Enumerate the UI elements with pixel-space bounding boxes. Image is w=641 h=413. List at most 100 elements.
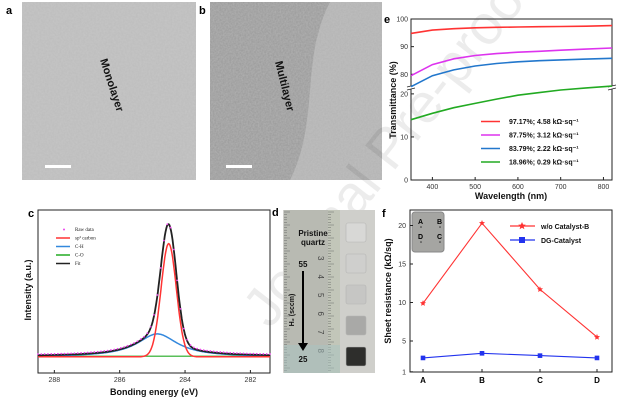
raw-data-point	[186, 338, 189, 341]
raw-data-point	[139, 338, 142, 341]
raw-data-point	[163, 239, 165, 242]
raw-data-point	[226, 351, 228, 354]
raw-data-point	[129, 343, 132, 346]
x-tick-label: 400	[427, 184, 439, 191]
panel-f: f Sheet resistance (kΩ/sq) A B C D15101520A…	[382, 208, 613, 385]
panel-e: e Transmittance (%) Wavelength (nm) 400 5…	[384, 14, 617, 201]
ruler-number: 7	[316, 330, 325, 335]
raw-data-point	[143, 335, 145, 338]
y-tick-label: 1	[402, 369, 406, 376]
square-marker	[537, 353, 543, 358]
h2-axis-label: H₂ (sccm)	[289, 294, 296, 327]
fit-curve	[38, 223, 270, 357]
inset-label: D	[418, 234, 423, 241]
h2-bottom-value: 25	[299, 355, 308, 364]
legend-label: sp² carbon	[75, 236, 96, 242]
panel-d: d 345678 Pristine quartz 55 25 H₂ (sccm)	[272, 207, 375, 373]
raw-data-point	[149, 325, 152, 328]
raw-data-point	[83, 351, 86, 354]
y-tick-label: 20	[398, 223, 406, 230]
raw-data-point	[113, 348, 116, 351]
y-tick-label: 15	[398, 262, 406, 269]
ruler-number: 5	[316, 293, 325, 298]
raw-data-point	[76, 352, 79, 354]
x-tick-label: C	[537, 376, 543, 385]
square-marker	[479, 351, 485, 356]
raw-data-point	[47, 353, 49, 355]
panel-label-b: b	[199, 5, 206, 17]
ruler-number: 3	[316, 256, 325, 261]
raw-data-point	[212, 350, 215, 353]
ruler-tint	[284, 345, 340, 373]
raw-data-point	[206, 349, 208, 352]
quartz-sample	[345, 284, 367, 305]
raw-data-point	[43, 353, 46, 355]
quartz-sample	[345, 315, 367, 336]
raw-data-point	[265, 353, 268, 355]
x-tick-label: 282	[245, 377, 257, 384]
scale-bar	[226, 165, 252, 168]
x-tick-label: 700	[555, 184, 567, 191]
x-tick-label: A	[420, 376, 426, 385]
raw-data-point	[229, 351, 232, 354]
raw-data-point	[242, 352, 245, 355]
legend-label: 97.17%; 4.58 kΩ·sq⁻¹	[509, 119, 579, 126]
inset-point	[439, 241, 441, 243]
raw-data-point	[110, 349, 112, 351]
axis-break	[609, 86, 615, 89]
scale-bar	[45, 165, 71, 168]
raw-data-point	[259, 352, 261, 355]
vacuum-region	[290, 2, 382, 180]
y-tick-label: 90	[400, 44, 408, 51]
sample-inset	[411, 211, 445, 253]
plot-frame	[410, 18, 613, 181]
raw-data-point	[239, 352, 242, 355]
tem-texture	[22, 2, 196, 180]
raw-data-point	[202, 349, 205, 351]
x-tick-label: B	[479, 376, 485, 385]
raw-data-point	[192, 346, 195, 349]
raw-data-point	[189, 344, 192, 346]
ruler-number: 6	[316, 312, 325, 317]
x-tick-label: 600	[512, 184, 524, 191]
raw-data-point	[179, 307, 182, 310]
raw-data-point	[86, 351, 89, 354]
quartz-sample	[345, 222, 367, 243]
y-tick-label: 10	[398, 300, 406, 307]
raw-data-point	[262, 353, 265, 355]
raw-data-point	[245, 352, 248, 355]
x-axis-title: Wavelength (nm)	[475, 191, 547, 201]
raw-data-point	[172, 248, 175, 251]
y-tick-label: 100	[396, 17, 408, 24]
legend-square-icon	[519, 237, 525, 243]
legend-swatch	[63, 228, 65, 231]
raw-data-point	[116, 347, 119, 350]
raw-data-point	[182, 327, 185, 330]
raw-data-point	[169, 226, 172, 229]
legend-label: 83.79%; 2.22 kΩ·sq⁻¹	[509, 146, 579, 153]
legend-label: C-O	[75, 254, 84, 259]
inset-point	[420, 241, 422, 243]
raw-data-point	[73, 352, 76, 355]
raw-data-point	[93, 351, 96, 353]
raw-data-point	[106, 349, 109, 352]
x-axis-title: Bonding energy (eV)	[110, 387, 198, 397]
series-line	[410, 47, 613, 77]
series-line	[422, 352, 598, 359]
quartz-label: quartz	[301, 238, 325, 247]
legend-label: 18.96%; 0.29 kΩ·sq⁻¹	[509, 160, 579, 167]
raw-data-point	[126, 344, 129, 347]
raw-data-point	[235, 352, 238, 355]
raw-data-point	[166, 223, 169, 226]
arrow-down-icon	[298, 343, 308, 351]
legend-label: DG-Catalyst	[541, 238, 582, 245]
raw-data-point	[222, 351, 225, 354]
x-tick-label: 284	[179, 377, 191, 384]
y-axis-title: Transmittance (%)	[388, 61, 398, 139]
axis-break	[408, 86, 414, 89]
y-tick-label: 5	[402, 339, 406, 346]
legend-label: w/o Catalyst-B	[540, 224, 589, 231]
ruler-edge	[328, 210, 340, 373]
inset-point	[439, 226, 441, 228]
panel-label-d: d	[272, 207, 279, 219]
